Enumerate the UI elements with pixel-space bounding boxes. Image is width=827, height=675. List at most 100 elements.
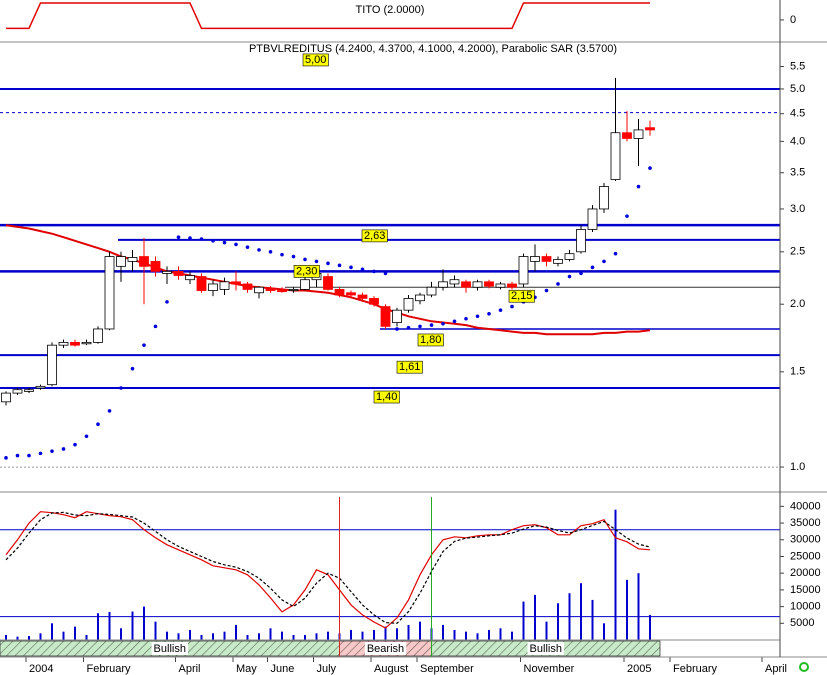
regime-label: Bearish <box>367 643 404 655</box>
candle-body <box>173 270 184 276</box>
level-label: 1,61 <box>399 361 420 373</box>
sar-dot <box>27 453 31 458</box>
sar-dot <box>15 453 20 458</box>
y-tick-label: 4.5 <box>790 108 805 120</box>
level-label: 5,00 <box>305 54 326 66</box>
volume-bar <box>246 634 249 640</box>
candle-body <box>392 309 402 323</box>
volume-bar <box>223 631 226 640</box>
candle-body <box>81 342 92 345</box>
x-tick-label: 2005 <box>627 663 651 675</box>
volume-bar <box>85 634 88 640</box>
y-tick-label: 30000 <box>790 534 821 546</box>
volume-bar <box>465 631 467 640</box>
volume-bar <box>557 603 559 640</box>
candle-body <box>357 294 368 299</box>
sar-dot <box>119 386 123 390</box>
volume-bar <box>545 621 548 640</box>
volume-bar <box>361 631 364 640</box>
candle-body <box>277 290 287 293</box>
candle-body <box>622 132 632 139</box>
volume-bar <box>28 635 30 640</box>
volume-bar <box>143 606 145 640</box>
sar-dot <box>326 261 330 266</box>
sar-dot <box>268 249 273 254</box>
volume-bar <box>5 634 7 640</box>
regime-label: Bullish <box>530 643 562 655</box>
y-tick-label: 5000 <box>790 617 814 629</box>
sar-dot <box>96 422 100 427</box>
candle-body <box>116 256 126 267</box>
volume-bar <box>154 621 157 640</box>
volume-bar <box>649 614 651 640</box>
volume-bar <box>292 634 295 640</box>
moving-average <box>5 224 651 336</box>
x-tick-label: August <box>374 663 408 675</box>
sar-dot <box>487 312 491 316</box>
volume-bar <box>281 631 283 640</box>
volume-bar <box>453 629 456 640</box>
volume-bar <box>304 634 306 640</box>
regime-label-box <box>527 642 564 655</box>
candle-body <box>530 256 540 262</box>
candle-body <box>208 283 218 291</box>
candle-body <box>35 385 46 389</box>
y-tick-label: 10000 <box>790 600 821 612</box>
sar-dot <box>590 265 595 270</box>
volume-bar <box>74 626 76 640</box>
sar-dot <box>153 324 158 329</box>
volume-bar <box>166 631 168 640</box>
volume-bar <box>476 633 479 640</box>
y-tick-label: 3.5 <box>790 167 805 179</box>
indicator-line <box>6 2 650 30</box>
sar-dot <box>61 447 66 451</box>
candle-body <box>576 229 586 253</box>
candle-body <box>93 328 103 343</box>
y-tick-label: 2.0 <box>790 298 805 310</box>
volume-bar <box>373 629 375 640</box>
volume-bar <box>108 611 111 640</box>
chart-title: PTBVLREDITUS (4.2400, 4.3700, 4.1000, 4.… <box>249 43 617 55</box>
candle-body <box>403 298 414 311</box>
volume-bar <box>131 611 134 640</box>
volume-bar <box>258 633 260 640</box>
candle-body <box>334 289 345 296</box>
sar-dot <box>360 267 365 272</box>
candle-body <box>265 287 276 291</box>
x-tick-label: February <box>87 663 132 675</box>
regime-label-box <box>151 642 188 655</box>
label-box <box>508 289 535 303</box>
label-box <box>361 229 388 243</box>
sar-dot <box>567 274 572 279</box>
regime-label-box <box>364 642 407 655</box>
volume-bar <box>327 631 329 640</box>
candle-body <box>495 283 506 288</box>
candle-body <box>518 256 529 285</box>
sar-dot <box>464 316 468 321</box>
y-tick-label: 0 <box>790 14 796 26</box>
sar-dot <box>291 254 296 259</box>
sar-dot <box>303 257 307 262</box>
candle-body <box>610 132 621 180</box>
volume-bar <box>534 594 536 640</box>
candle-body <box>564 253 575 260</box>
volume-bar <box>614 509 617 640</box>
volume-bar <box>315 633 318 640</box>
sar-dot <box>452 319 457 324</box>
sar-dot <box>234 242 238 247</box>
volume-bar <box>235 624 237 640</box>
sar-dot <box>142 343 146 347</box>
sar-dot <box>395 327 399 331</box>
y-tick-label: 5.0 <box>790 83 805 95</box>
volume-bar <box>200 634 203 640</box>
candle-body <box>599 186 609 210</box>
volume-bar <box>626 579 628 640</box>
volume-bar <box>407 624 410 640</box>
volume-bar <box>442 624 444 640</box>
sar-dot <box>625 214 629 218</box>
candle-body <box>461 281 471 288</box>
candle-body <box>472 281 483 288</box>
label-box <box>302 53 329 67</box>
sar-dot <box>211 238 215 243</box>
